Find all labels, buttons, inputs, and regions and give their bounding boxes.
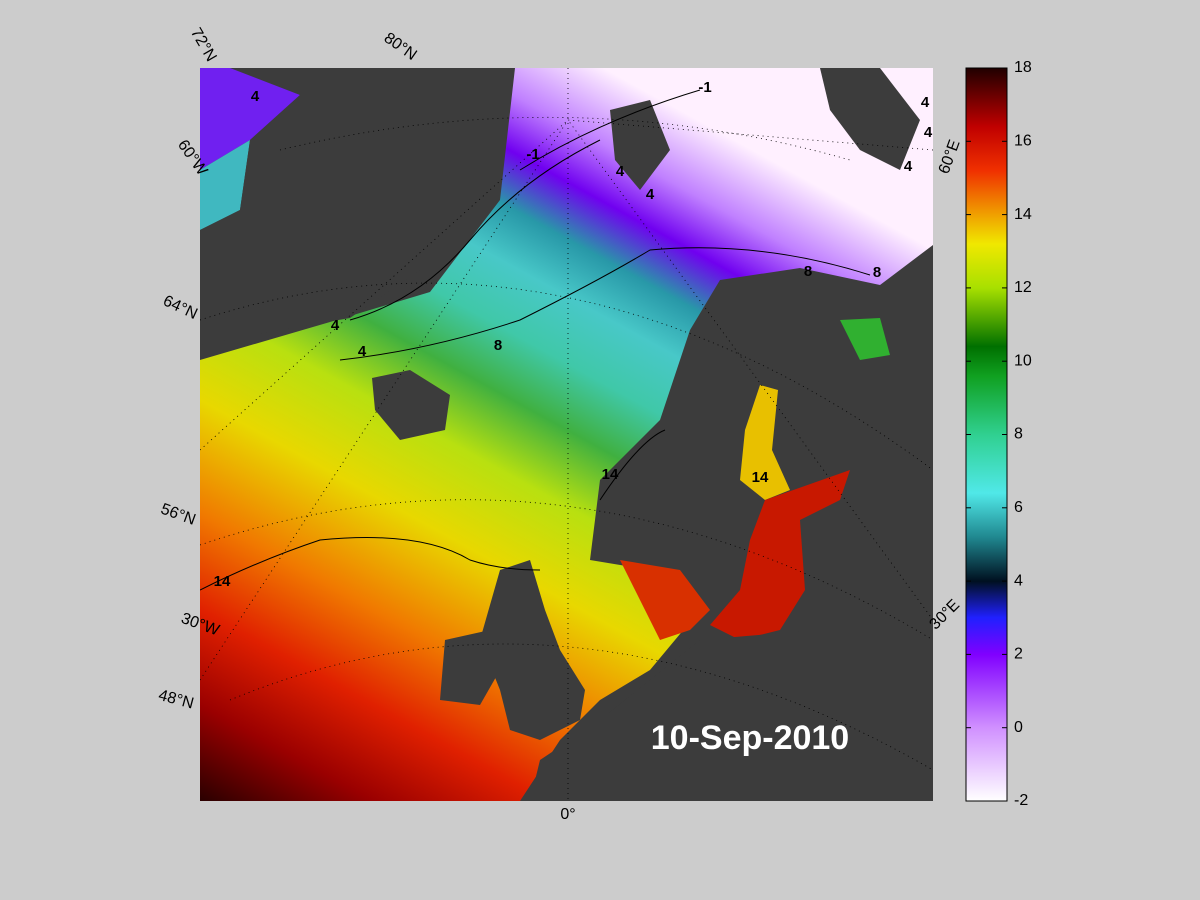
graticule-label: 56°N <box>158 501 197 529</box>
contour-label: 14 <box>214 573 231 590</box>
colorbar-tick-label: 4 <box>1014 572 1023 589</box>
iceland <box>372 370 450 440</box>
contour-label: 8 <box>804 263 812 280</box>
contour-label: 4 <box>904 158 913 175</box>
contour-label: 4 <box>924 124 933 141</box>
contour-label: -1 <box>698 79 711 96</box>
graticule-label: 72°N <box>187 25 220 64</box>
novaya-zemlya <box>820 68 920 170</box>
graticule <box>200 68 933 801</box>
graticule-label: 80°N <box>381 30 420 64</box>
date-label: 10-Sep-2010 <box>651 719 849 757</box>
contour-label: -1 <box>526 146 539 163</box>
graticule-label: 0° <box>560 806 575 823</box>
map <box>200 68 933 801</box>
europe <box>530 620 933 801</box>
colorbar-tick-label: 6 <box>1014 499 1023 516</box>
contour-label: 4 <box>358 343 367 360</box>
contour-label: 4 <box>646 186 655 203</box>
colorbar-tick-label: 16 <box>1014 133 1032 150</box>
great-britain <box>480 560 585 740</box>
colorbar-tick-label: 8 <box>1014 426 1023 443</box>
greenland <box>200 68 510 345</box>
colorbar-tick-label: 2 <box>1014 646 1023 663</box>
contour-label: 4 <box>251 88 260 105</box>
graticule-label: 64°N <box>160 292 200 323</box>
white-sea <box>840 318 890 360</box>
svalbard <box>610 100 670 190</box>
colorbar-tick-label: 0 <box>1014 719 1023 736</box>
colorbar-tick-label: 10 <box>1014 352 1032 369</box>
contour-label: 8 <box>873 264 881 281</box>
baltic-sea <box>710 470 850 640</box>
graticule-label: 48°N <box>157 687 196 713</box>
colorbar-tick-label: -2 <box>1014 792 1028 809</box>
colorbar-tick-label: 18 <box>1014 59 1032 76</box>
contour-label: 8 <box>494 337 502 354</box>
colorbar-ticks: -2 0 2 4 6 8 10 12 14 16 18 <box>966 59 1032 809</box>
davis-strait <box>200 140 250 230</box>
contours <box>200 89 871 591</box>
contour-label: 14 <box>752 469 769 486</box>
colorbar-tick-label: 12 <box>1014 279 1032 296</box>
colorbar <box>965 67 1008 802</box>
gulf-of-bothnia <box>740 385 790 500</box>
ireland <box>440 630 500 705</box>
contour-label: 4 <box>921 94 930 111</box>
contour-label: 4 <box>616 163 625 180</box>
colorbar-tick-label: 14 <box>1014 206 1032 223</box>
contour-label: 4 <box>331 317 340 334</box>
graticule-label: 60°E <box>936 138 964 177</box>
contour-label: 14 <box>602 466 619 483</box>
skagerrak <box>620 560 710 640</box>
baffin-bay <box>200 68 300 170</box>
ocean <box>200 68 933 801</box>
